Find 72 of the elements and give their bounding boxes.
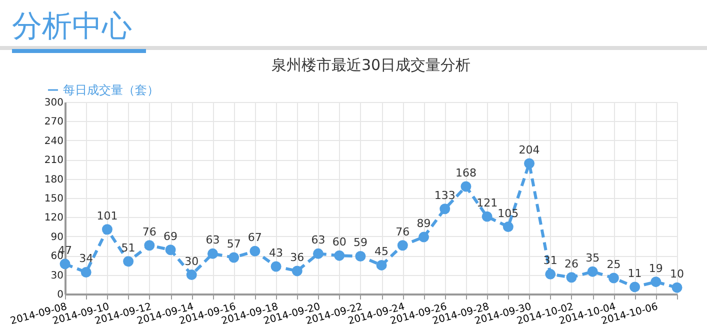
data-label: 31 [543,254,558,268]
data-label: 26 [564,257,578,270]
y-tick-label: 240 [44,136,64,147]
point [186,270,197,280]
data-label: 67 [248,231,262,244]
y-tick-label: 300 [44,98,64,108]
text: 分析中心 [12,6,146,53]
y-tick-label: 150 [44,194,64,204]
y-tick-label: 0 [57,290,64,300]
data-label: 121 [476,196,498,210]
data-label: 133 [434,188,456,202]
point [460,181,472,192]
y-tick-label: 210 [44,155,64,166]
point [545,268,556,280]
point [165,244,176,256]
point [144,240,155,251]
data-label: 43 [269,246,284,260]
point [650,276,662,288]
point [102,224,112,235]
point [502,222,514,232]
data-label: 168 [455,166,476,180]
point [672,282,682,293]
point [292,266,302,276]
point [482,211,492,222]
point [418,232,430,242]
data-label: 63 [206,234,220,247]
data-label: 60 [332,236,346,249]
point [60,258,70,270]
point [524,158,535,169]
point [334,250,345,261]
point [270,261,282,272]
data-label: 105 [498,206,519,220]
data-label: 101 [96,209,118,222]
data-label: 57 [226,238,241,251]
data-label: 36 [290,250,304,264]
point [123,256,134,267]
point [630,282,640,292]
point [566,272,577,283]
point [440,204,450,214]
data-label: 35 [586,252,600,265]
y-tick-label: 90 [50,232,64,243]
data-label: 59 [353,236,368,250]
point [207,248,218,259]
y-tick-label: 120 [44,212,64,224]
point [228,252,240,263]
point [80,267,92,278]
data-label: 30 [184,254,199,268]
data-label: 45 [374,245,389,258]
y-tick-label: 30 [50,270,64,282]
data-label: 51 [121,241,136,254]
data-label: 25 [606,258,621,271]
data-label: 11 [628,266,642,280]
data-label: 10 [670,268,684,281]
point [355,251,366,262]
data-label: 34 [79,252,94,266]
data-label: 89 [416,217,431,230]
data-label: 204 [518,143,540,156]
legend-label: 每日成交量（套） [63,83,159,97]
y-tick-label: 270 [44,116,64,128]
point [397,240,408,251]
data-label: 69 [164,230,178,243]
point [376,260,387,270]
point [250,246,260,256]
chart-title: 泉州楼市最近30日成交量分析 [271,56,471,74]
data-label: 19 [648,262,663,275]
point [312,248,324,259]
point [608,272,619,284]
data-label: 63 [311,234,326,247]
data-label: 76 [396,225,410,238]
point [587,266,598,277]
data-label: 76 [142,225,156,238]
y-tick-label: 180 [44,174,64,186]
